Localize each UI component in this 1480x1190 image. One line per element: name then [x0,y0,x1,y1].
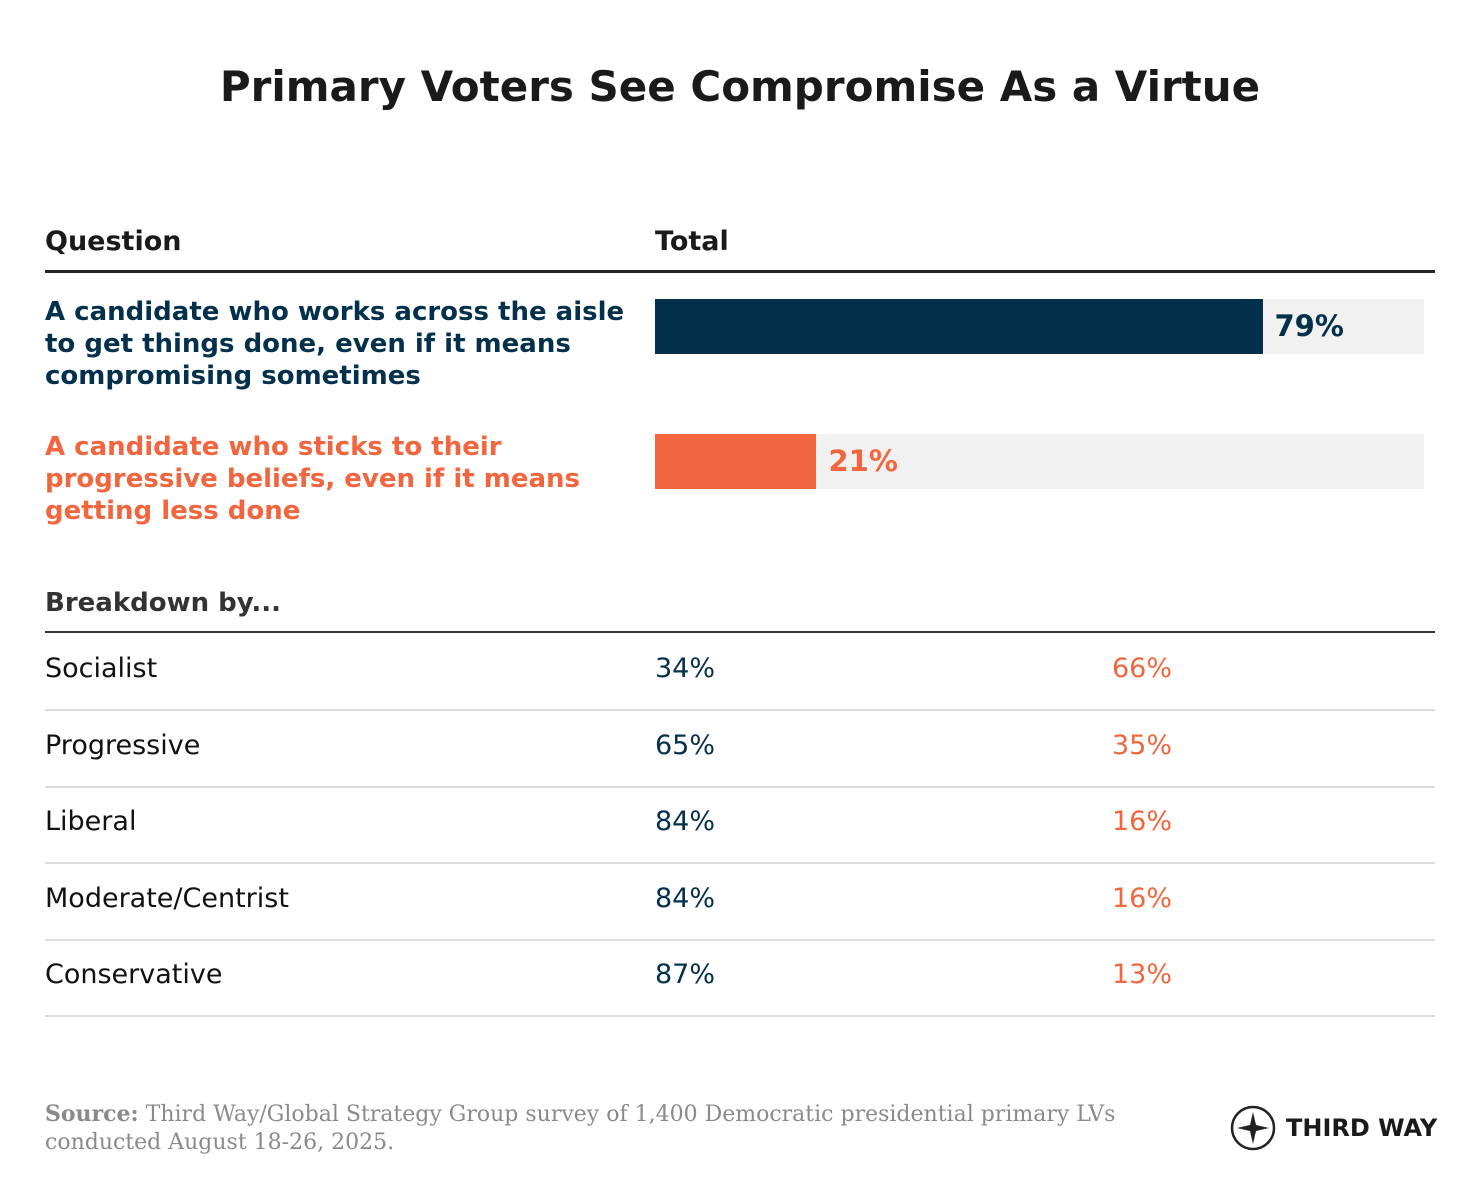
column-header: Question [45,226,182,257]
value-label: 79% [1274,309,1344,343]
breakdown-title: Breakdown by... [45,588,281,618]
breakdown-value: 65% [655,729,716,761]
breakdown-value: 84% [655,882,716,914]
question-label: A candidate who sticks to their progress… [45,432,580,526]
bar [655,434,817,489]
logo-text: THIRD WAY [1286,1114,1438,1142]
column-header: Total [655,226,729,257]
breakdown-label: Liberal [45,806,137,837]
source-label: Source: [45,1101,139,1127]
row-separator [45,709,1435,711]
breakdown-value: 35% [1112,729,1173,761]
source-note: Source: Third Way/Global Strategy Group … [45,1100,1155,1157]
breakdown-label: Socialist [45,653,158,684]
breakdown-value: 87% [655,959,716,990]
breakdown-value: 66% [1112,653,1173,684]
header-rule [45,270,1435,273]
row-separator [45,1015,1435,1017]
breakdown-rule [45,631,1435,633]
row-separator [45,938,1435,941]
value-label: 21% [828,444,898,478]
breakdown-value: 34% [655,653,716,684]
bar-track: 79% [655,299,1424,354]
bar [655,299,1263,354]
chart-title: Primary Voters See Compromise As a Virtu… [219,62,1261,111]
row-separator [45,785,1435,788]
breakdown-value: 16% [1112,882,1173,914]
breakdown-label: Progressive [45,729,201,761]
breakdown-value: 13% [1112,959,1173,990]
bar-track: 21% [655,434,1424,489]
question-label: A candidate who works across the aisle t… [45,297,625,391]
breakdown-label: Conservative [45,959,223,990]
row-separator [45,862,1435,864]
breakdown-value: 16% [1112,806,1173,837]
logo: THIRD WAY [1230,1105,1437,1151]
breakdown-label: Moderate/Centrist [45,882,289,914]
logo-icon [1230,1105,1276,1151]
breakdown-value: 84% [655,806,716,837]
source-text: Third Way/Global Strategy Group survey o… [45,1102,1116,1155]
